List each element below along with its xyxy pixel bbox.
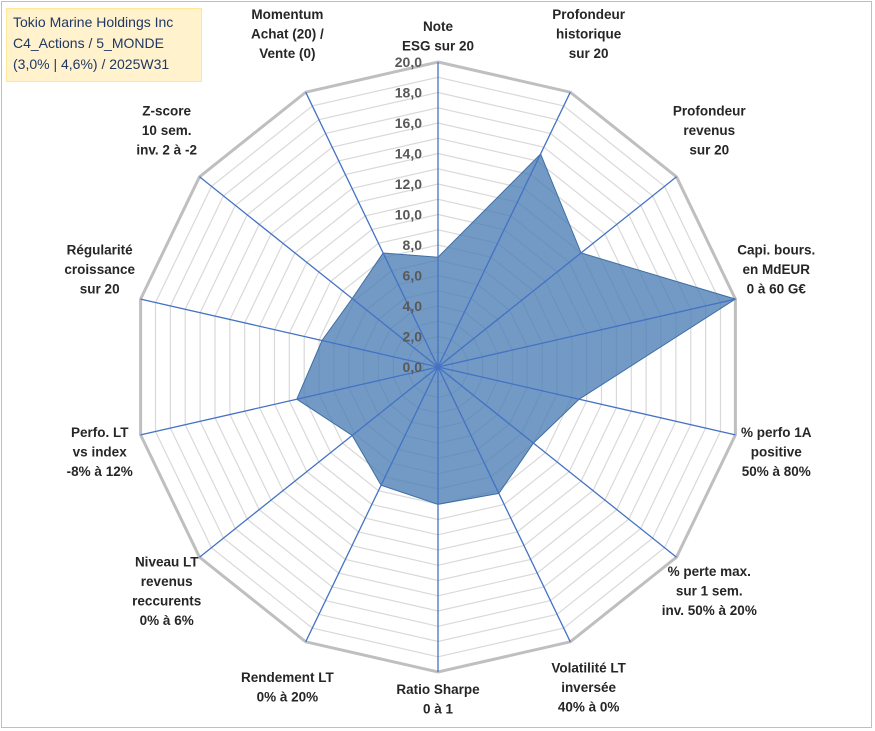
axis-label-line: sur 1 sem. (676, 584, 743, 599)
axis-label-line: 0 à 1 (423, 702, 454, 717)
tick-label: 12,0 (395, 176, 422, 192)
spoke-6 (437, 366, 571, 643)
spoke-10 (140, 366, 439, 436)
title-period: (3,0% | 4,6%) / 2025W31 (13, 56, 170, 72)
tick-label: 6,0 (403, 268, 423, 284)
axis-label-line: revenus (683, 123, 735, 138)
tick-labels: 0,0 2,0 4,0 6,0 8,0 10,0 12,0 14,0 16,0 18,0 20,0 (395, 54, 422, 375)
spoke-3 (437, 298, 736, 368)
axis-label-line: positive (751, 445, 803, 460)
tick-label: 16,0 (395, 115, 422, 131)
spoke-8 (305, 366, 439, 643)
axis-label-line: 10 sem. (142, 123, 192, 138)
axis-label-line: 0 à 60 G€ (747, 282, 807, 297)
axis-label-line: Z-score (142, 103, 191, 118)
axis-label-line: Capi. bours. (737, 243, 815, 258)
spoke-12 (199, 176, 439, 368)
axis-labels: Note ESG sur 20 Profondeur historique sur 20… (64, 7, 815, 716)
axis-label-1: Profondeur historique sur 20 (552, 7, 625, 61)
axis-label-line: Note (423, 19, 453, 34)
axis-label-line: Momentum (251, 7, 323, 22)
spoke-2 (437, 176, 677, 368)
axis-label-line: inversée (561, 680, 616, 695)
spoke-4 (437, 366, 736, 436)
axis-label-line: Volatilité LT (551, 660, 626, 675)
axis-label-line: inv. 2 à -2 (136, 142, 197, 157)
axis-label-line: 40% à 0% (558, 699, 620, 714)
axis-label-line: en MdEUR (743, 262, 811, 277)
axis-label-line: % perte max. (668, 564, 751, 579)
axis-label-line: Achat (20) / (251, 27, 324, 42)
axis-label-line: Profondeur (552, 7, 625, 22)
axis-label-line: historique (556, 27, 622, 42)
axis-label-line: sur 20 (689, 142, 729, 157)
axis-label-11: Régularité croissance sur 20 (64, 243, 135, 297)
axis-label-line: sur 20 (569, 46, 609, 61)
axis-label-line: % perfo 1A (741, 425, 812, 440)
axis-label-line: Profondeur (673, 103, 746, 118)
axis-label-line: inv. 50% à 20% (662, 603, 757, 618)
axis-label-5: % perte max. sur 1 sem. inv. 50% à 20% (662, 564, 757, 618)
title-company: Tokio Marine Holdings Inc (13, 14, 174, 30)
spoke-1 (437, 91, 571, 368)
axis-label-13: Momentum Achat (20) / Vente (0) (251, 7, 324, 61)
spoke-9 (199, 366, 439, 558)
axis-label-line: Perfo. LT (71, 425, 129, 440)
axis-label-line: vs index (73, 445, 128, 460)
tick-label: 10,0 (395, 207, 422, 223)
tick-label: 14,0 (395, 146, 422, 162)
axis-label-3: Capi. bours. en MdEUR 0 à 60 G€ (737, 243, 815, 297)
axis-label-line: croissance (64, 262, 135, 277)
tick-label: 20,0 (395, 54, 422, 70)
tick-label: 2,0 (403, 329, 423, 345)
axis-label-line: revenus (141, 574, 193, 589)
chart-title-box: Tokio Marine Holdings Inc C4_Actions / 5… (6, 8, 202, 82)
tick-label: 8,0 (403, 237, 423, 253)
axis-label-line: Niveau LT (135, 554, 199, 569)
axis-label-6: Volatilité LT inversée 40% à 0% (551, 660, 626, 714)
spoke-11 (140, 298, 439, 368)
tick-label: 18,0 (395, 85, 422, 101)
axis-label-line: Régularité (67, 243, 134, 258)
axis-label-2: Profondeur revenus sur 20 (673, 103, 746, 157)
data-area-polygon (296, 153, 737, 505)
tick-label: 0,0 (403, 359, 423, 375)
axis-label-12: Z-score 10 sem. inv. 2 à -2 (136, 103, 197, 157)
axis-label-10: Perfo. LT vs index -8% à 12% (67, 425, 133, 479)
axis-label-line: Rendement LT (241, 670, 335, 685)
axis-spokes (140, 62, 736, 672)
axis-label-line: 0% à 20% (257, 690, 319, 705)
axis-label-line: Ratio Sharpe (396, 682, 480, 697)
axis-label-line: 0% à 6% (140, 613, 194, 628)
data-area (296, 153, 737, 505)
title-category: C4_Actions / 5_MONDE (13, 35, 164, 51)
axis-label-line: ESG sur 20 (402, 39, 474, 54)
axis-label-line: 50% à 80% (742, 464, 811, 479)
spoke-5 (437, 366, 677, 558)
axis-label-9: Niveau LT revenus reccurents 0% à 6% (132, 554, 201, 628)
tick-label: 4,0 (403, 298, 423, 314)
axis-label-7: Ratio Sharpe 0 à 1 (396, 682, 480, 717)
axis-label-line: reccurents (132, 593, 201, 608)
axis-label-line: Vente (0) (259, 46, 315, 61)
spoke-13 (305, 91, 439, 368)
axis-label-4: % perfo 1A positive 50% à 80% (741, 425, 812, 479)
axis-label-8: Rendement LT 0% à 20% (241, 670, 335, 705)
axis-label-line: -8% à 12% (67, 464, 133, 479)
axis-label-line: sur 20 (80, 282, 120, 297)
axis-label-0: Note ESG sur 20 (402, 19, 474, 54)
